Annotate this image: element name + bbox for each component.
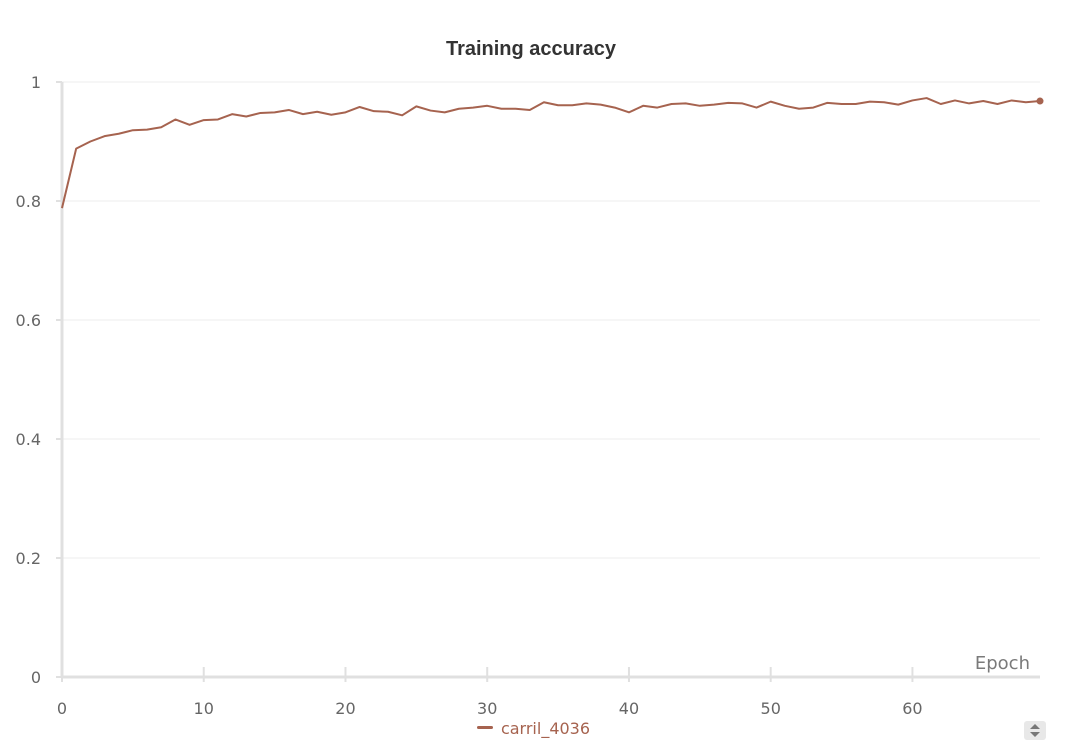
legend-swatch — [476, 726, 493, 729]
x-tick-label: 40 — [619, 699, 639, 718]
series-layer[interactable] — [61, 97, 1044, 209]
x-tick-label: 20 — [335, 699, 355, 718]
x-tick-label: 60 — [902, 699, 922, 718]
axes — [60, 82, 1040, 679]
x-tick-label: 50 — [761, 699, 781, 718]
legend-scroll-toggle[interactable] — [1024, 721, 1046, 740]
y-tick-label: 0 — [31, 668, 41, 687]
grid-lines — [62, 81, 1040, 559]
legend-series-label[interactable]: carril_4036 — [500, 719, 591, 738]
x-axis-label: Epoch — [975, 653, 1030, 674]
y-tick-label: 1 — [31, 73, 41, 92]
x-tick-label: 0 — [57, 699, 67, 718]
legend: carril_4036 — [0, 719, 1067, 738]
y-axis-ticks: 0 0.2 0.4 0.6 0.8 1 — [16, 73, 62, 687]
series-end-marker[interactable] — [1036, 97, 1044, 105]
x-tick-label: 30 — [477, 699, 497, 718]
y-tick-label: 0.8 — [16, 192, 41, 211]
series-line[interactable] — [61, 97, 1041, 209]
chart-title: Training accuracy — [446, 38, 617, 60]
y-tick-label: 0.6 — [16, 311, 41, 330]
y-tick-label: 0.2 — [16, 549, 41, 568]
x-axis-ticks: 0 10 20 30 40 50 60 — [57, 667, 923, 718]
y-tick-label: 0.4 — [16, 430, 41, 449]
x-tick-label: 10 — [194, 699, 214, 718]
chevron-up-down-icon — [1030, 724, 1040, 737]
